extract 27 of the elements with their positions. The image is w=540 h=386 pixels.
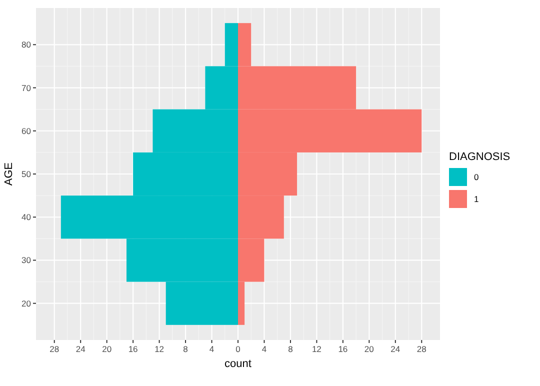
y-tick-label: 50 xyxy=(22,169,32,179)
x-tick-label: 28 xyxy=(416,344,427,354)
y-tick-label: 80 xyxy=(22,40,32,50)
y-axis-title: AGE xyxy=(3,162,15,186)
x-tick-label: 4 xyxy=(262,344,267,354)
y-tick-label: 40 xyxy=(22,212,32,222)
x-tick-label: 8 xyxy=(183,344,188,354)
x-tick-label: 0 xyxy=(236,344,241,354)
x-axis-title: count xyxy=(224,358,252,370)
x-tick-label: 20 xyxy=(364,344,374,354)
legend-label: 0 xyxy=(474,172,479,182)
x-tick-label: 12 xyxy=(154,344,164,354)
x-tick-label: 16 xyxy=(128,344,138,354)
x-tick-label: 16 xyxy=(338,344,348,354)
x-tick-label: 28 xyxy=(50,344,60,354)
y-tick-label: 30 xyxy=(22,255,32,266)
x-tick-label: 20 xyxy=(102,344,112,354)
legend-title: DIAGNOSIS xyxy=(449,151,510,163)
y-tick-label: 60 xyxy=(22,126,32,136)
x-tick-label: 12 xyxy=(312,344,322,354)
y-tick-label: 20 xyxy=(22,298,32,308)
y-tick-label: 70 xyxy=(22,82,32,93)
x-tick-label: 24 xyxy=(76,344,86,354)
legend-label: 1 xyxy=(474,194,479,204)
x-tick-label: 4 xyxy=(209,344,214,354)
x-tick-label: 24 xyxy=(390,344,400,354)
x-tick-label: 8 xyxy=(288,344,294,354)
